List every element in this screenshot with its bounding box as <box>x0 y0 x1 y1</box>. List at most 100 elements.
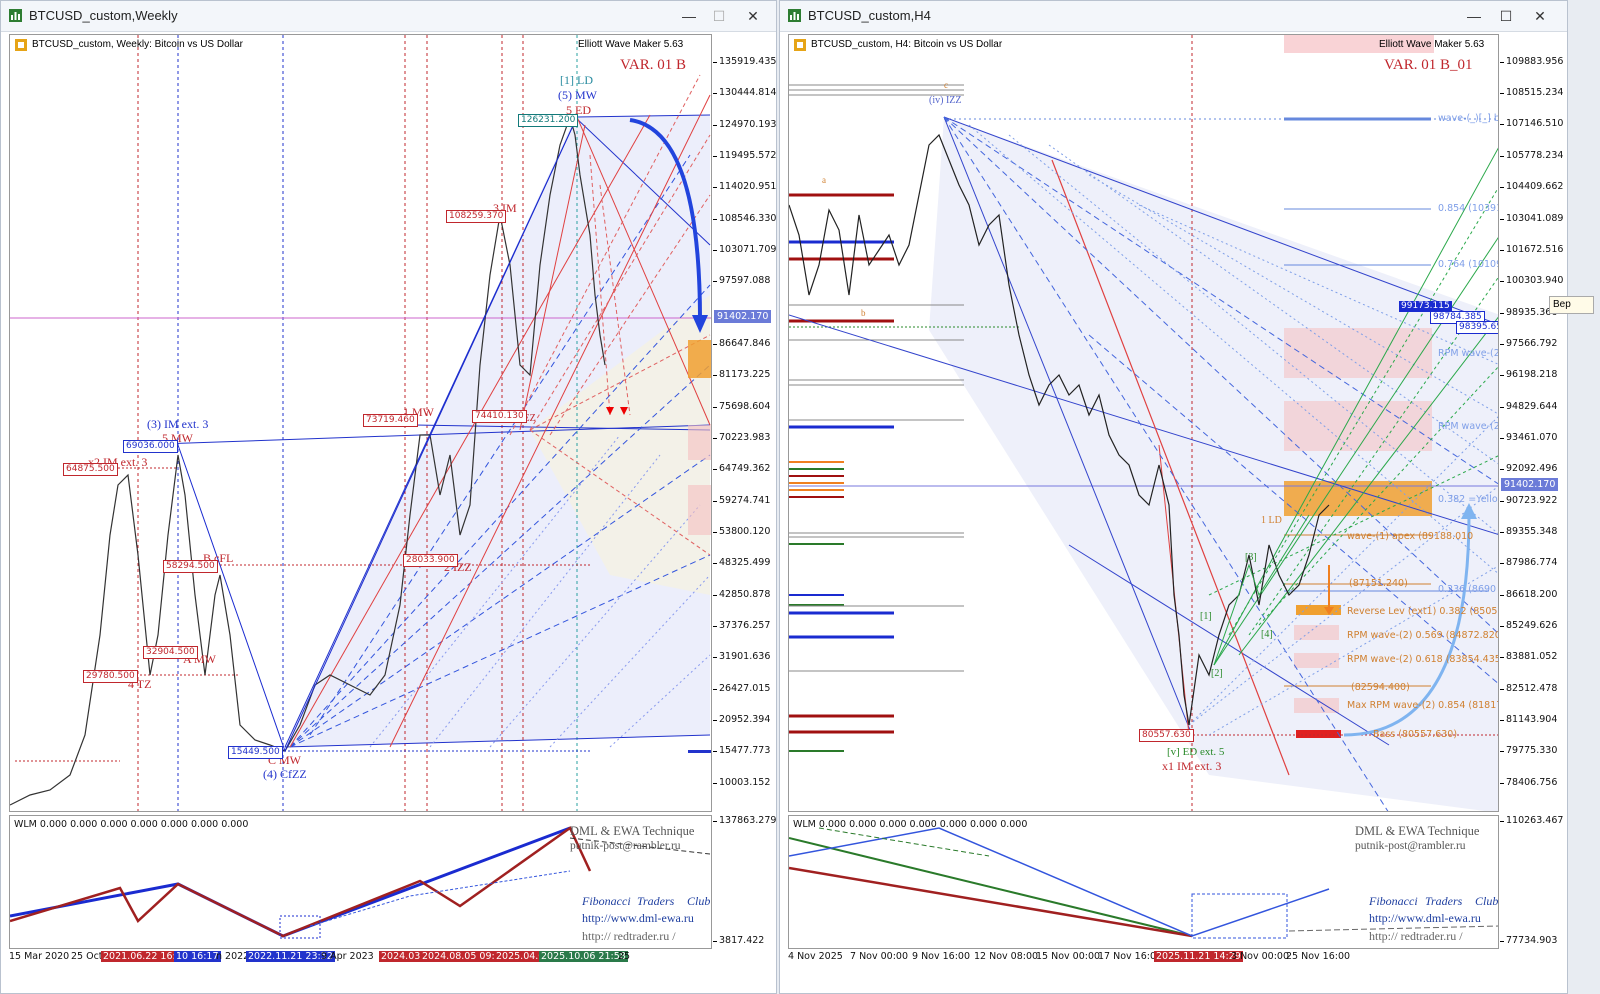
level-label: Reverse Lev (ext1) 0.382 (85051.20 <box>1347 606 1498 617</box>
wave-label: [v] ED ext. 5 <box>1167 746 1225 758</box>
price-tag: 108259.370 <box>446 210 507 223</box>
minimize-button[interactable]: — <box>1467 8 1481 24</box>
wlm-plot <box>10 826 711 939</box>
level-label: wave-(1) apex (89188.010 <box>1347 531 1474 542</box>
price-tag: 58294.500 <box>163 560 218 573</box>
level-label: (82594.400) <box>1351 682 1410 693</box>
wave-label: (5) MW <box>558 88 597 102</box>
window-title: BTCUSD_custom,Weekly <box>29 8 178 23</box>
technique-label: DML & EWA Technique <box>570 824 695 838</box>
left-price-plot <box>10 35 711 811</box>
right-price-axis[interactable]: 109883.956 108515.234 107146.510 105778.… <box>1499 56 1564 788</box>
maximize-button[interactable]: ☐ <box>1499 8 1513 24</box>
price-tag: 28033.900 <box>403 554 458 567</box>
website-link[interactable]: http://www.dml-ewa.ru <box>1369 911 1481 925</box>
club-word: Traders <box>1425 894 1463 908</box>
header-icon <box>15 39 27 51</box>
left-chart-window[interactable]: BTCUSD_custom,Weekly — ☐ ✕ <box>0 0 777 994</box>
club-word: Fibonacci <box>582 894 631 908</box>
header-icon <box>794 39 806 51</box>
wlm-plot <box>789 827 1498 939</box>
wlm-readout: WLM 0.000 0.000 0.000 0.000 0.000 0.000 … <box>793 819 1028 830</box>
wlm-readout: WLM 0.000 0.000 0.000 0.000 0.000 0.000 … <box>14 819 249 830</box>
price-tag: 69036.000 <box>123 440 178 453</box>
wave-label: 1 LD <box>1261 515 1282 526</box>
price-tag: 98395.655 <box>1456 321 1498 334</box>
chart-window-icon <box>788 9 801 22</box>
right-time-axis[interactable]: 4 Nov 2025 7 Nov 00:00 9 Nov 16:00 12 No… <box>788 951 1351 962</box>
website-link-2[interactable]: http:// redtrader.ru / <box>582 929 676 943</box>
price-tag: 74410.130 <box>472 410 527 423</box>
wave-label: [3] <box>1245 552 1257 563</box>
maximize-button[interactable]: ☐ <box>712 8 726 24</box>
club-word: Traders <box>637 894 675 908</box>
wave-label: (4) CfZZ <box>263 767 307 781</box>
left-main-chart[interactable]: BTCUSD_custom, Weekly: Bitcoin vs US Dol… <box>9 34 712 812</box>
level-label: 0.764 (10109 <box>1438 259 1499 270</box>
right-price-plot <box>789 35 1498 811</box>
price-tag: 80557.630 <box>1139 729 1194 742</box>
level-label: 0.382 =Yellow <box>1438 494 1499 505</box>
wave-label: c <box>944 80 948 90</box>
right-wlm-subchart[interactable]: WLM 0.000 0.000 0.000 0.000 0.000 0.000 … <box>788 815 1499 949</box>
current-price-label: 91402.170 <box>1501 478 1559 491</box>
wave-label: (iv) IZZ <box>929 95 962 106</box>
level-label: RPM wave-(2 <box>1438 421 1499 432</box>
current-price-label: 91402.170 <box>714 310 772 323</box>
email-label: putnik-post@rambler.ru <box>570 840 681 852</box>
website-link[interactable]: http://www.dml-ewa.ru <box>582 911 694 925</box>
minimize-button[interactable]: — <box>682 8 696 24</box>
price-tag: 29780.500 <box>83 670 138 683</box>
wave-label: x1 IM ext. 3 <box>1162 759 1222 773</box>
email-label: putnik-post@rambler.ru <box>1355 840 1466 852</box>
chart-header: BTCUSD_custom, H4: Bitcoin vs US Dollar <box>811 39 1003 50</box>
chart-header: BTCUSD_custom, Weekly: Bitcoin vs US Dol… <box>32 39 243 50</box>
close-button[interactable]: ✕ <box>1534 8 1546 24</box>
window-title: BTCUSD_custom,H4 <box>808 8 931 23</box>
wave-label: b <box>861 308 866 318</box>
left-price-axis[interactable]: 135919.435 130444.814 124970.193 119495.… <box>712 56 777 788</box>
left-sub-axis: 137863.279 3817.422 <box>712 815 777 946</box>
level-label: (87151.240) <box>1349 578 1408 589</box>
price-tag: 99173.115 <box>1399 301 1452 312</box>
level-label: Max RPM wave-(2) 0.854 (81817 <box>1347 700 1499 711</box>
level-label: Bass (80557.630) <box>1373 729 1458 740</box>
chart-window-icon <box>9 9 22 22</box>
variant-label: VAR. 01 B <box>620 57 686 73</box>
level-label: RPM wave-(2) 0.569 (84872.820) <box>1347 630 1499 641</box>
left-wlm-subchart[interactable]: WLM 0.000 0.000 0.000 0.000 0.000 0.000 … <box>9 815 712 949</box>
wave-label: [1] LD <box>560 73 593 87</box>
wave-label: a <box>822 175 826 185</box>
level-label: 0.854 (10391 <box>1438 203 1499 214</box>
wave-label: (3) IM ext. 3 <box>147 417 209 431</box>
club-word: Fibonacci <box>1369 894 1418 908</box>
right-chart-window[interactable]: BTCUSD_custom,H4 — ☐ ✕ <box>779 0 1568 994</box>
right-sub-axis: 110263.467 77734.903 <box>1499 815 1564 946</box>
variant-label: VAR. 01 B_01 <box>1384 57 1473 73</box>
price-tag: 126231.200 <box>518 114 579 127</box>
wave-label: [4] <box>1261 629 1273 640</box>
level-label: RPM wave-(2) 0.618 (83854.435) <box>1347 654 1499 665</box>
tooltip: Вер <box>1549 296 1594 314</box>
right-titlebar[interactable]: BTCUSD_custom,H4 — ☐ ✕ <box>780 1 1567 32</box>
left-time-axis[interactable]: 15 Mar 2020 25 Oct 2021.06.22 16:55 10 1… <box>9 951 631 962</box>
level-label: wave-(_)[_] ba <box>1438 113 1499 124</box>
club-word: Club <box>687 894 711 908</box>
right-main-chart[interactable]: BTCUSD_custom, H4: Bitcoin vs US Dollar … <box>788 34 1499 812</box>
website-link-2[interactable]: http:// redtrader.ru / <box>1369 929 1463 943</box>
price-tag: 73719.460 <box>363 414 418 427</box>
wave-label: 5 ED <box>566 103 591 117</box>
level-label: RPM wave-(2 <box>1438 348 1499 359</box>
wave-label: [2] <box>1211 668 1223 679</box>
level-label: 0.236 (8690 <box>1438 584 1497 595</box>
club-word: Club <box>1475 894 1499 908</box>
indicator-name: Elliott Wave Maker 5.63 <box>578 39 684 50</box>
price-tag: 64875.500 <box>63 463 118 476</box>
left-titlebar[interactable]: BTCUSD_custom,Weekly — ☐ ✕ <box>1 1 776 32</box>
technique-label: DML & EWA Technique <box>1355 824 1480 838</box>
close-button[interactable]: ✕ <box>747 8 759 24</box>
wave-label: [1] <box>1200 611 1212 622</box>
indicator-name: Elliott Wave Maker 5.63 <box>1379 39 1485 50</box>
price-tag: 32904.500 <box>143 646 198 659</box>
price-tag: 15449.500 <box>228 746 283 759</box>
